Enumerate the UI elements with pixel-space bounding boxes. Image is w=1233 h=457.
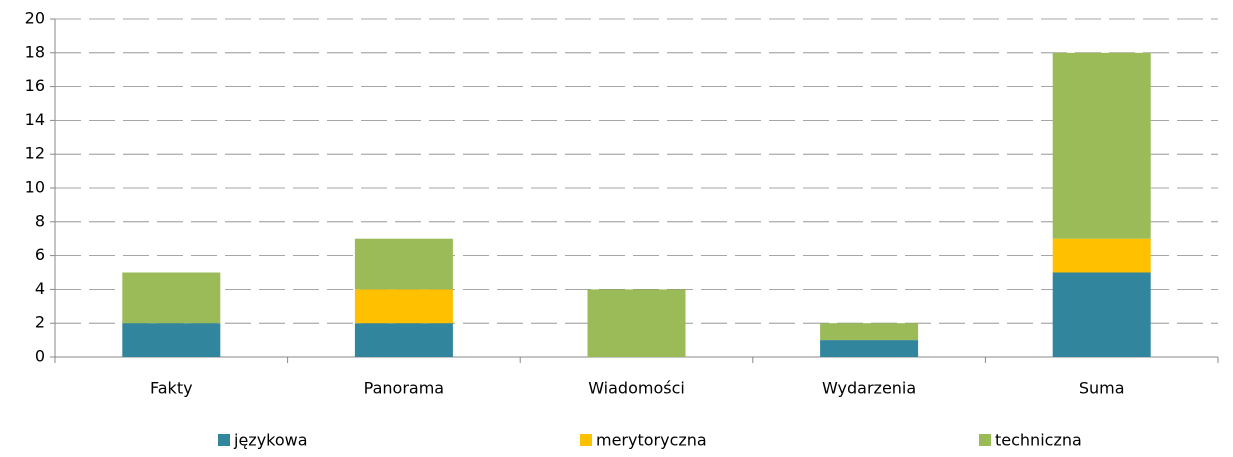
- x-tick-label: Wydarzenia: [822, 379, 916, 398]
- legend-swatch: [218, 434, 230, 446]
- x-tick-label: Panorama: [364, 379, 444, 398]
- legend-label: merytoryczna: [596, 431, 707, 450]
- y-tick-label: 14: [25, 110, 45, 129]
- x-tick-label: Fakty: [150, 379, 193, 398]
- x-tick-label: Wiadomości: [588, 379, 685, 398]
- bar-segment: [1052, 238, 1151, 273]
- y-tick-label: 6: [35, 245, 45, 264]
- legend-swatch: [580, 434, 592, 446]
- bar-segment: [1052, 52, 1151, 239]
- bar-segment: [354, 289, 453, 324]
- y-tick-label: 0: [35, 347, 45, 366]
- bar-segment: [820, 323, 919, 341]
- bar-segment: [122, 323, 221, 357]
- legend-swatch: [979, 434, 991, 446]
- y-tick-label: 4: [35, 279, 45, 298]
- legend-label: językowa: [233, 431, 308, 450]
- bar-segment: [1052, 272, 1151, 357]
- x-tick-label: Suma: [1079, 379, 1125, 398]
- y-tick-label: 10: [25, 178, 45, 197]
- bar-segment: [354, 323, 453, 357]
- bar-segment: [122, 272, 221, 324]
- bar-segment: [820, 340, 919, 357]
- y-tick-label: 18: [25, 42, 45, 61]
- legend-label: techniczna: [995, 431, 1082, 450]
- y-tick-label: 2: [35, 313, 45, 332]
- bar-segment: [587, 289, 686, 357]
- y-tick-label: 8: [35, 211, 45, 230]
- y-tick-label: 20: [25, 9, 45, 28]
- y-tick-label: 12: [25, 144, 45, 163]
- bar-segment: [354, 238, 453, 290]
- y-tick-label: 16: [25, 76, 45, 95]
